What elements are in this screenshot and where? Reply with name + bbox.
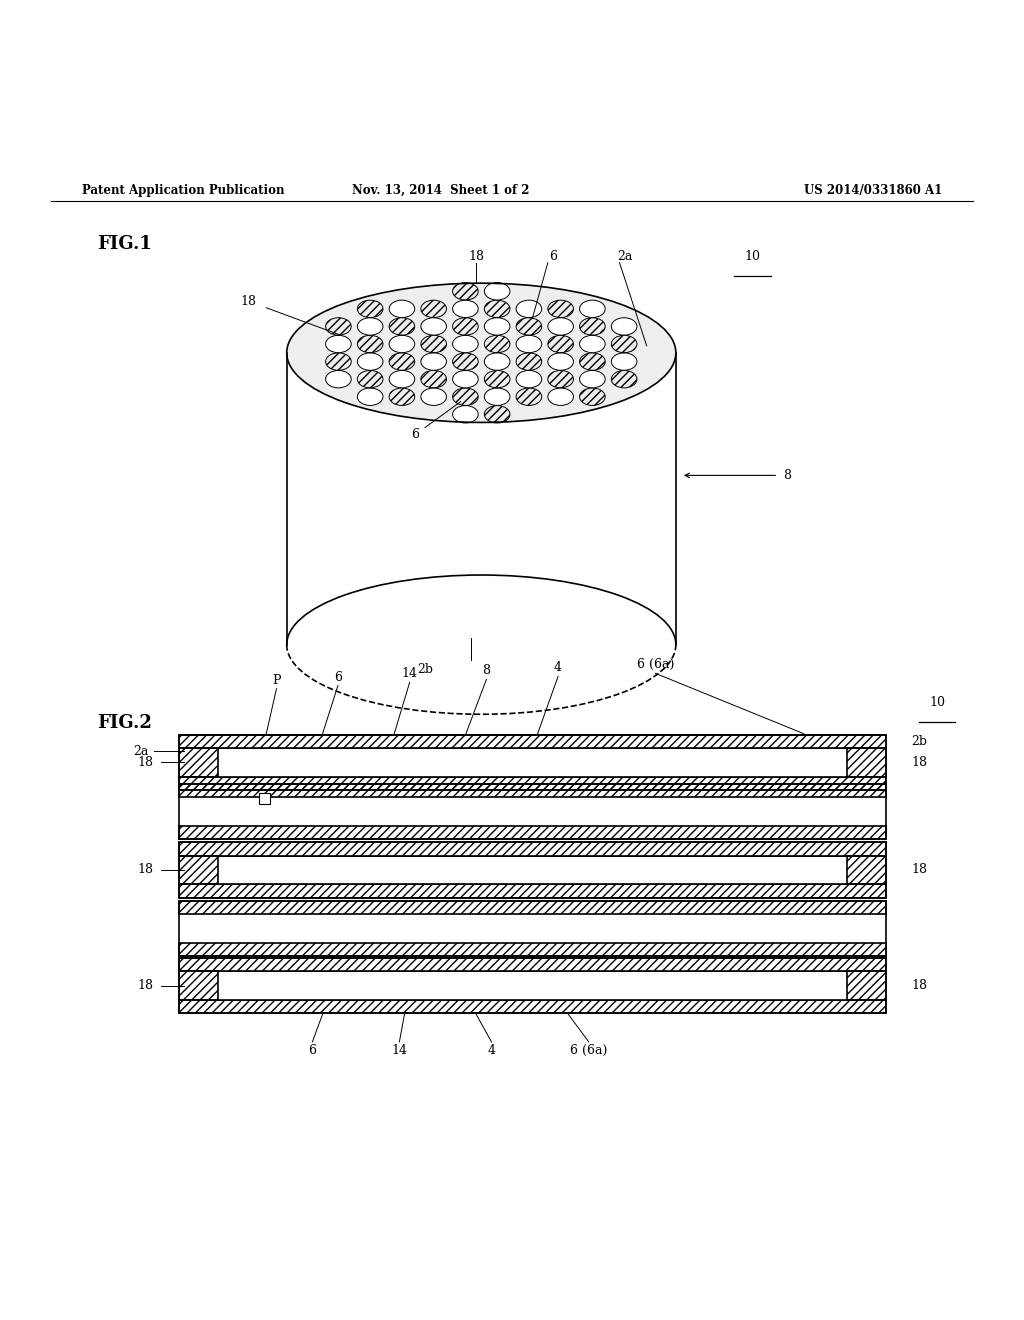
Bar — [179, 884, 886, 898]
Text: 18: 18 — [240, 294, 256, 308]
Ellipse shape — [611, 352, 637, 371]
Ellipse shape — [421, 388, 446, 405]
Ellipse shape — [357, 352, 383, 371]
Bar — [847, 855, 886, 884]
Text: 18: 18 — [137, 756, 154, 768]
Text: Patent Application Publication: Patent Application Publication — [82, 183, 285, 197]
Text: 6: 6 — [308, 1044, 316, 1057]
Text: 2b: 2b — [911, 735, 928, 748]
Bar — [179, 776, 886, 791]
Text: 2a: 2a — [133, 744, 148, 758]
Text: 6: 6 — [411, 428, 419, 441]
Ellipse shape — [287, 284, 676, 422]
Text: 18: 18 — [468, 249, 484, 263]
Text: US 2014/0331860 A1: US 2014/0331860 A1 — [804, 183, 942, 197]
Bar — [179, 826, 886, 840]
Ellipse shape — [580, 300, 605, 318]
Text: 18: 18 — [911, 863, 928, 876]
Text: 14: 14 — [391, 1044, 408, 1057]
Text: 6: 6 — [334, 671, 342, 684]
Text: 10: 10 — [929, 696, 945, 709]
Ellipse shape — [484, 282, 510, 300]
Text: 6: 6 — [549, 249, 557, 263]
Text: 6 (6a): 6 (6a) — [637, 659, 674, 672]
Bar — [179, 784, 886, 797]
Bar — [179, 972, 218, 1001]
Bar — [179, 942, 886, 956]
Text: 2b: 2b — [417, 663, 433, 676]
Ellipse shape — [357, 388, 383, 405]
Ellipse shape — [357, 318, 383, 335]
Ellipse shape — [326, 371, 351, 388]
Ellipse shape — [516, 300, 542, 318]
Ellipse shape — [453, 335, 478, 352]
Text: 4: 4 — [487, 1044, 496, 1057]
Bar — [847, 748, 886, 776]
Text: P: P — [272, 673, 281, 686]
Ellipse shape — [421, 318, 446, 335]
Text: 6 (6a): 6 (6a) — [570, 1044, 607, 1057]
Bar — [179, 797, 886, 826]
Bar — [258, 792, 270, 804]
Ellipse shape — [516, 335, 542, 352]
Ellipse shape — [389, 300, 415, 318]
Bar — [179, 913, 886, 942]
Text: 18: 18 — [137, 979, 154, 993]
Ellipse shape — [389, 335, 415, 352]
Bar — [847, 972, 886, 1001]
Text: 2a: 2a — [616, 249, 633, 263]
Ellipse shape — [516, 371, 542, 388]
Ellipse shape — [389, 371, 415, 388]
Text: 10: 10 — [744, 249, 761, 263]
Bar — [179, 784, 886, 840]
Ellipse shape — [421, 352, 446, 371]
Text: Nov. 13, 2014  Sheet 1 of 2: Nov. 13, 2014 Sheet 1 of 2 — [351, 183, 529, 197]
Text: 18: 18 — [137, 863, 154, 876]
Text: 14: 14 — [401, 668, 418, 681]
Ellipse shape — [611, 318, 637, 335]
Bar — [179, 958, 886, 1014]
Bar — [179, 900, 886, 913]
Bar — [179, 842, 886, 855]
Bar — [179, 748, 218, 776]
Ellipse shape — [548, 318, 573, 335]
Text: FIG.2: FIG.2 — [97, 714, 153, 733]
Bar — [179, 900, 886, 956]
Ellipse shape — [326, 335, 351, 352]
Ellipse shape — [548, 388, 573, 405]
Ellipse shape — [453, 405, 478, 422]
Bar — [179, 855, 218, 884]
Bar — [179, 735, 886, 791]
Bar — [179, 735, 886, 748]
Bar — [179, 842, 886, 898]
Ellipse shape — [548, 352, 573, 371]
Ellipse shape — [580, 371, 605, 388]
Polygon shape — [287, 352, 676, 644]
Text: 8: 8 — [482, 664, 490, 677]
Text: 18: 18 — [911, 756, 928, 768]
Text: FIG.1: FIG.1 — [97, 235, 153, 253]
Bar — [179, 1001, 886, 1014]
Ellipse shape — [453, 300, 478, 318]
Text: 4: 4 — [554, 661, 562, 675]
Ellipse shape — [580, 335, 605, 352]
Text: 8: 8 — [783, 469, 792, 482]
Bar — [218, 855, 847, 884]
Ellipse shape — [484, 352, 510, 371]
Ellipse shape — [453, 371, 478, 388]
Bar — [218, 972, 847, 1001]
Bar — [179, 958, 886, 972]
Text: 18: 18 — [911, 979, 928, 993]
Ellipse shape — [484, 318, 510, 335]
Ellipse shape — [484, 388, 510, 405]
Bar — [218, 748, 847, 776]
